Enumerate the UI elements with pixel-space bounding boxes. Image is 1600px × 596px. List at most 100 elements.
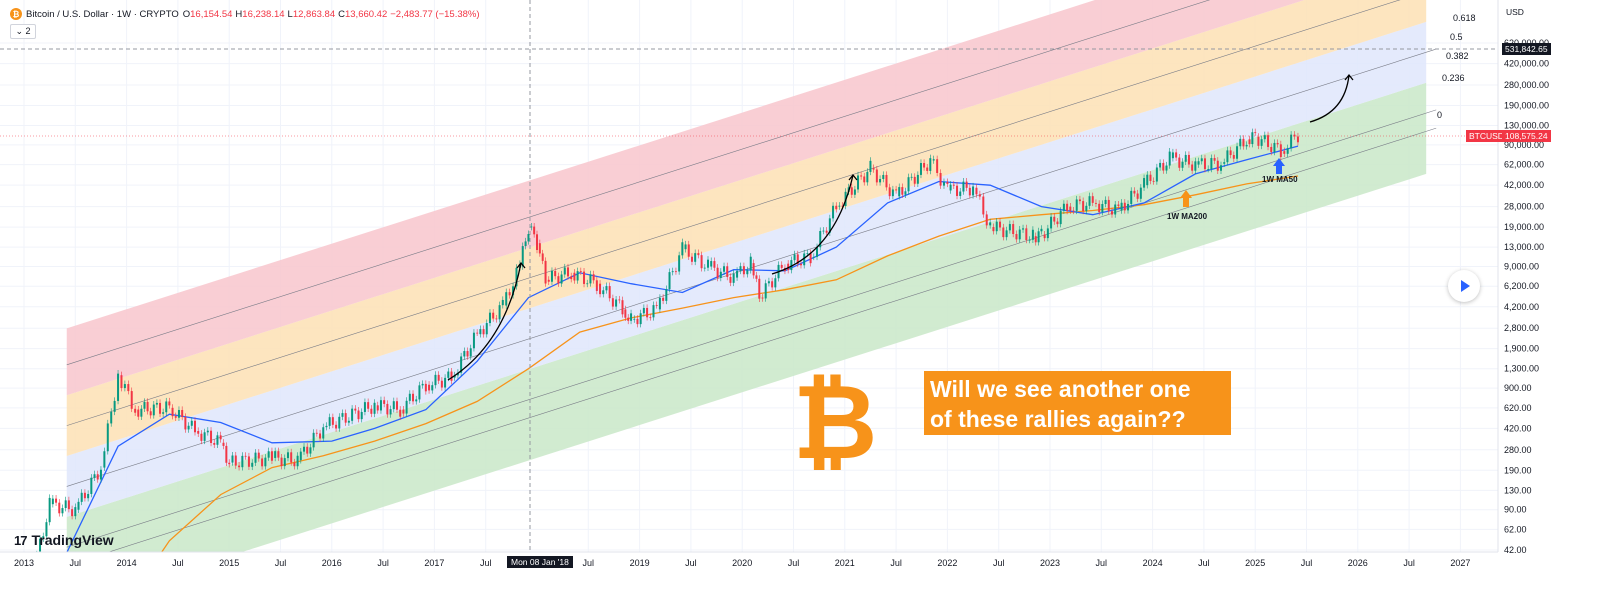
candle-body <box>476 332 479 334</box>
candle-body <box>891 189 894 197</box>
candle-body <box>418 385 421 400</box>
candle-body <box>547 279 550 282</box>
candle-body <box>563 267 566 275</box>
candle-body <box>120 375 123 389</box>
ma50-line <box>66 145 1299 552</box>
candle-body <box>949 184 952 191</box>
ohlc-key: C <box>338 8 345 20</box>
time-tick-label: 2019 <box>630 558 650 568</box>
candle-body <box>726 266 729 277</box>
rally-arrow <box>447 262 522 381</box>
price-tick-label: 90.00 <box>1504 505 1527 515</box>
candle-body <box>1043 234 1046 239</box>
candle-body <box>257 452 260 459</box>
candle-body <box>241 455 244 468</box>
candle-body <box>956 185 959 196</box>
candles <box>36 128 1299 552</box>
candle-body <box>1216 160 1219 171</box>
price-axis[interactable]: 620,000.00420,000.00280,000.00190,000.00… <box>1504 38 1549 555</box>
indicator-collapse-button[interactable]: ⌄ 2 <box>10 24 36 39</box>
candle-body <box>642 307 645 314</box>
price-tick-label: 190.00 <box>1504 465 1532 475</box>
candle-body <box>434 374 437 386</box>
candle-body <box>533 226 536 235</box>
candle-body <box>335 424 338 429</box>
candle-body <box>910 176 913 178</box>
time-axis[interactable]: 2013 Jul 2014 Jul 2015 Jul 2016 Jul 2017 Jul Jul 20… <box>14 558 1470 568</box>
candle-body <box>1276 142 1279 145</box>
play-button[interactable] <box>1448 270 1480 302</box>
candle-body <box>1059 210 1062 225</box>
candle-body <box>1187 154 1190 165</box>
candle-body <box>995 221 998 232</box>
candle-body <box>325 425 328 428</box>
candle-body <box>1162 162 1165 171</box>
candle-body <box>882 174 885 179</box>
candle-body <box>605 286 608 291</box>
ma200-arrow-icon <box>1180 190 1192 207</box>
crosshair-price-tag: 531,842.65 <box>1502 43 1551 55</box>
candle-body <box>505 292 508 306</box>
candle-body <box>1098 203 1101 213</box>
candle-body <box>1005 230 1008 238</box>
candle-body <box>1046 228 1049 239</box>
candle-body <box>1242 138 1245 147</box>
candle-body <box>331 417 334 425</box>
candle-body <box>306 446 309 454</box>
candle-body <box>767 281 770 284</box>
candle-body <box>1022 228 1025 230</box>
candle-body <box>338 416 341 429</box>
currency-label: USD <box>1506 7 1524 17</box>
candle-body <box>1248 139 1251 145</box>
candle-body <box>742 266 745 275</box>
candle-body <box>1075 199 1078 211</box>
price-tick-label: 62.00 <box>1504 524 1527 534</box>
time-tick-label: Jul <box>993 558 1005 568</box>
candle-body <box>1263 135 1266 140</box>
candle-body <box>828 218 831 233</box>
candle-body <box>286 452 289 459</box>
candle-body <box>395 401 398 410</box>
candle-body <box>412 393 415 402</box>
candle-body <box>895 189 898 191</box>
candle-body <box>1181 161 1184 168</box>
candle-body <box>312 432 315 448</box>
candle-body <box>913 176 916 184</box>
candle-body <box>1127 203 1130 211</box>
candle-body <box>1094 202 1097 204</box>
candle-body <box>1194 161 1197 171</box>
candle-body <box>162 412 165 414</box>
candle-body <box>732 273 735 283</box>
candle-body <box>319 433 322 439</box>
candle-body <box>860 175 863 177</box>
time-tick-label: Jul <box>275 558 287 568</box>
candle-body <box>149 411 152 416</box>
candle-body <box>472 332 475 349</box>
candle-body <box>624 309 627 318</box>
candle-body <box>771 281 774 288</box>
candle-body <box>524 241 527 247</box>
candle-body <box>492 312 495 319</box>
time-tick-label: Jul <box>1198 558 1210 568</box>
candle-body <box>74 507 77 517</box>
candle-body <box>812 256 815 258</box>
candle-body <box>541 253 544 261</box>
candle-body <box>710 261 713 267</box>
candle-body <box>872 168 875 170</box>
candle-body <box>618 299 621 301</box>
candle-body <box>140 408 143 417</box>
candle-body <box>1018 229 1021 240</box>
time-tick-label: Jul <box>1096 558 1108 568</box>
candle-body <box>694 253 697 262</box>
candle-body <box>1159 162 1162 168</box>
candle-body <box>684 244 687 250</box>
candle-body <box>389 409 392 415</box>
candle-body <box>904 191 907 195</box>
candle-body <box>1062 203 1065 211</box>
candle-body <box>592 274 595 281</box>
candle-body <box>1078 199 1081 202</box>
candle-body <box>45 522 48 537</box>
candle-body <box>649 317 652 319</box>
candle-body <box>315 432 318 434</box>
